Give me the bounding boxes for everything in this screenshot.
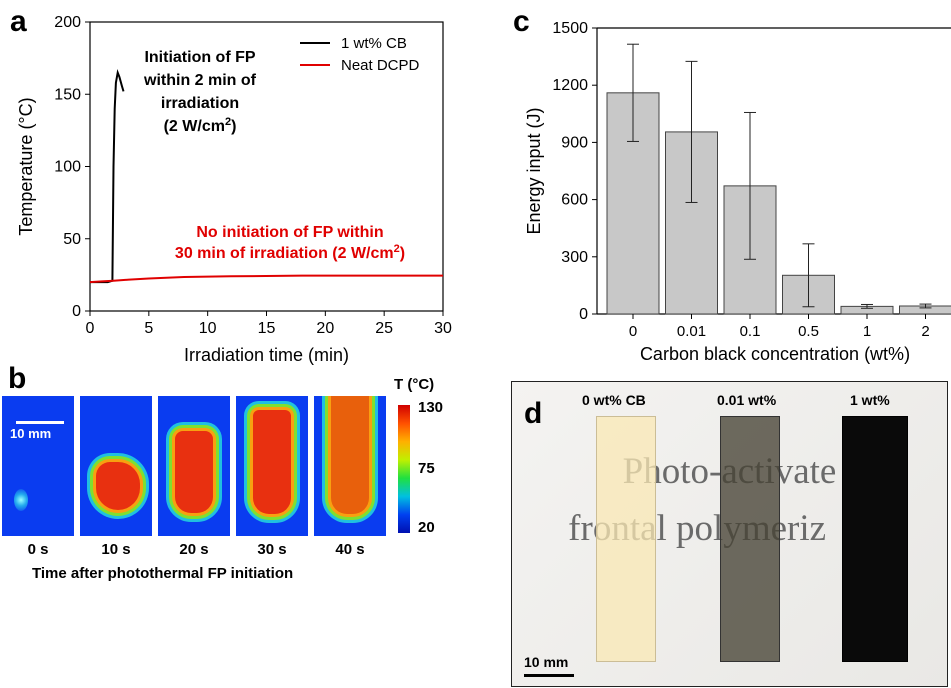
scale-bar-label: 10 mm — [10, 426, 52, 441]
sample-label: 0.01 wt% — [717, 392, 777, 408]
sample-bar-0wt — [596, 416, 656, 662]
series-line-2 — [89, 274, 443, 284]
sample-photo: Photo-activate frontal polymeriz on 0 wt… — [511, 381, 948, 687]
x-tick-label: 0.1 — [740, 323, 761, 340]
sample-bar-001wt — [720, 416, 780, 662]
panel-label-a: a — [10, 5, 27, 38]
thermal-image-20s — [158, 396, 230, 536]
colorbar-tick: 75 — [418, 460, 435, 477]
panel-label-d: d — [524, 397, 543, 430]
annotation-text: Initiation of FP — [144, 49, 255, 66]
y-tick-label: 600 — [561, 192, 588, 209]
time-label: 40 s — [335, 541, 365, 558]
thermal-image-0s: 10 mm — [2, 396, 74, 536]
annotation-text: No initiation of FP within — [196, 224, 383, 241]
x-tick-label: 20 — [316, 320, 334, 337]
scale-bar — [16, 421, 64, 424]
heat-spot — [14, 489, 28, 511]
thermal-image-40s — [314, 396, 386, 536]
x-tick-label: 2 — [921, 323, 929, 340]
time-label: 0 s — [27, 541, 49, 558]
x-tick-label: 25 — [375, 320, 393, 337]
scale-bar-label: 10 mm — [524, 654, 569, 670]
x-tick-label: 1 — [863, 323, 871, 340]
time-label: 10 s — [101, 541, 131, 558]
x-tick-label: 0 — [629, 323, 637, 340]
thermal-image-10s — [80, 396, 152, 536]
temperature-line-chart: 0 5 10 15 20 25 30 0 50 100 150 200 Irradiation time… — [16, 14, 452, 365]
x-tick-label: 0 — [86, 320, 95, 337]
heat-front — [253, 410, 291, 514]
legend-label: Neat DCPD — [341, 57, 420, 74]
heat-front — [175, 431, 213, 513]
x-tick-label: 10 — [199, 320, 217, 337]
annotation-text: (2 W/cm2) — [164, 116, 237, 135]
x-tick-label: 30 — [434, 320, 452, 337]
y-tick-label: 50 — [63, 231, 81, 248]
annotation-text: 30 min of irradiation (2 W/cm2) — [175, 243, 405, 262]
x-axis-label: Irradiation time (min) — [184, 345, 349, 365]
colorbar-tick: 130 — [418, 399, 444, 416]
y-tick-label: 0 — [72, 303, 81, 320]
time-label: 20 s — [179, 541, 209, 558]
thermal-image-30s — [236, 396, 308, 536]
energy-bar-chart: 0 300 600 900 1200 1500 0 0.01 0.1 0.5 1 2 Carbon bl… — [524, 20, 951, 364]
y-tick-label: 300 — [561, 249, 588, 266]
heat-front — [96, 462, 140, 510]
y-tick-label: 1200 — [552, 77, 588, 94]
sample-label: 0 wt% CB — [582, 392, 646, 408]
x-tick-label: 15 — [258, 320, 276, 337]
y-axis-label: Energy input (J) — [524, 107, 544, 234]
heat-front — [331, 396, 369, 514]
thermal-caption: Time after photothermal FP initiation — [32, 565, 294, 582]
colorbar-tick: 20 — [418, 519, 435, 536]
y-tick-label: 900 — [561, 134, 588, 151]
series-line-1 — [90, 68, 125, 284]
panel-label-c: c — [513, 5, 530, 38]
sample-label: 1 wt% — [850, 392, 890, 408]
x-tick-label: 5 — [144, 320, 153, 337]
x-axis-label: Carbon black concentration (wt%) — [640, 344, 910, 364]
x-tick-label: 0.01 — [677, 323, 706, 340]
colorbar — [398, 405, 410, 533]
y-tick-label: 200 — [54, 14, 81, 31]
colorbar-title: T (°C) — [394, 376, 435, 393]
panel-label-b: b — [8, 362, 27, 395]
time-label: 30 s — [257, 541, 287, 558]
y-tick-label: 100 — [54, 159, 81, 176]
y-axis-label: Temperature (°C) — [16, 97, 36, 235]
legend-label: 1 wt% CB — [341, 35, 407, 52]
annotation-text: within 2 min of — [143, 72, 257, 89]
sample-bar-1wt — [842, 416, 908, 662]
y-tick-label: 150 — [54, 86, 81, 103]
annotation-text: irradiation — [161, 95, 239, 112]
scale-bar — [524, 674, 574, 677]
x-tick-label: 0.5 — [798, 323, 819, 340]
y-tick-label: 1500 — [552, 20, 588, 37]
y-tick-label: 0 — [579, 306, 588, 323]
